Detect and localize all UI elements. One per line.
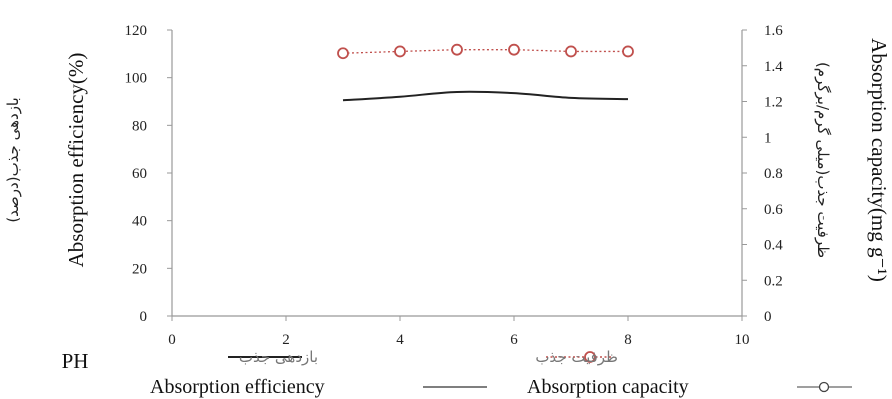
left-y-tick-label: 0 bbox=[140, 309, 148, 325]
right-y-axis-title: Absorption capacity(mg g⁻¹) bbox=[867, 38, 891, 282]
capacity-point bbox=[622, 45, 634, 58]
legend-efficiency-label-fa: بازدهی جذب bbox=[239, 348, 318, 366]
x-tick-label: 0 bbox=[168, 332, 176, 348]
legend-efficiency-label: Absorption efficiency bbox=[150, 376, 325, 398]
legend-capacity-label-fa: ظرفیت جذب bbox=[535, 348, 618, 366]
right-y-axis-title-fa: ظرفیت جذب(میلی گرم/برگرم) bbox=[814, 62, 832, 258]
series-line-efficiency bbox=[342, 90, 629, 102]
x-tick-label: 4 bbox=[396, 332, 404, 348]
left-y-tick-label: 80 bbox=[132, 118, 147, 134]
left-y-tick-label: 20 bbox=[132, 261, 147, 277]
left-y-tick-label: 120 bbox=[125, 23, 148, 39]
right-y-tick-label: 0.2 bbox=[764, 273, 783, 289]
right-y-tick-label: 1.4 bbox=[764, 59, 783, 75]
left-y-axis-title-fa: بازدهی جذب(درصد) bbox=[4, 97, 22, 222]
right-y-tick-label: 0 bbox=[764, 309, 772, 325]
x-tick-label: 2 bbox=[282, 332, 290, 348]
x-tick-label: 8 bbox=[624, 332, 632, 348]
right-y-tick-label: 1.6 bbox=[764, 23, 783, 39]
right-y-tick-label: 0.6 bbox=[764, 202, 783, 218]
left-y-tick-label: 60 bbox=[132, 166, 147, 182]
tick-labels: 0 2 4 6 8 1002040608010012000.20.40.60.811.21… bbox=[125, 23, 784, 348]
legend-capacity-label: Absorption capacity bbox=[527, 376, 689, 398]
right-y-tick-label: 1.2 bbox=[764, 95, 783, 111]
x-axis-title: PH bbox=[62, 349, 89, 373]
x-tick-label: 6 bbox=[510, 332, 518, 348]
capacity-point bbox=[451, 43, 463, 56]
x-tick-label: 10 bbox=[735, 332, 750, 348]
legend-capacity-swatch-marker bbox=[818, 381, 830, 393]
right-y-tick-label: 0.4 bbox=[764, 238, 783, 254]
series-layer bbox=[337, 43, 634, 102]
left-y-tick-label: 40 bbox=[132, 214, 147, 230]
capacity-point bbox=[394, 45, 406, 58]
legend: بازدهی جذب ظرفیت جذب Absorption efficien… bbox=[150, 348, 852, 398]
left-y-axis-title: Absorption efficiency(%) bbox=[64, 53, 88, 268]
left-y-tick-label: 100 bbox=[125, 71, 148, 87]
capacity-point bbox=[508, 43, 520, 56]
right-y-tick-label: 1 bbox=[764, 130, 772, 146]
series-line-capacity bbox=[342, 49, 628, 54]
capacity-point bbox=[337, 47, 349, 60]
plot-area bbox=[171, 30, 743, 317]
capacity-point bbox=[565, 45, 577, 58]
right-y-tick-label: 0.8 bbox=[764, 166, 783, 182]
legend-capacity-swatch-fa-marker bbox=[584, 351, 596, 363]
